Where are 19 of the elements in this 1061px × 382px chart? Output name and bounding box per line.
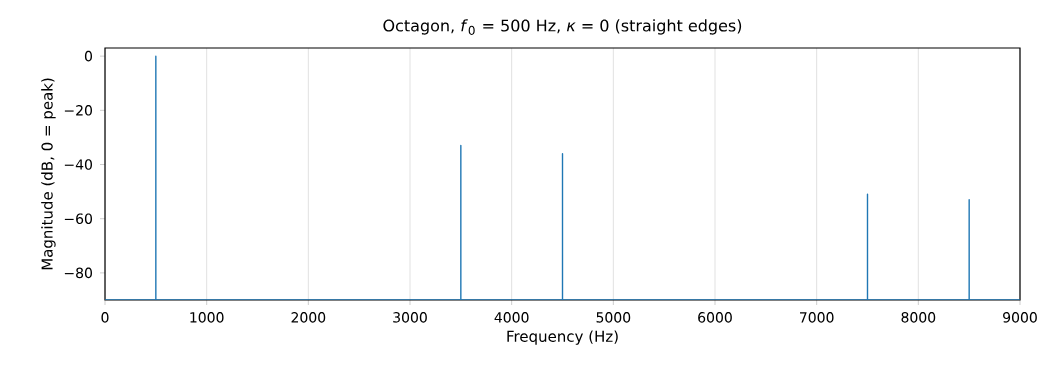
x-tick-label: 7000 bbox=[800, 312, 834, 323]
y-tick-label: −20 bbox=[64, 105, 92, 116]
x-tick-label: 8000 bbox=[901, 312, 936, 323]
x-axis-title: Frequency (Hz) bbox=[507, 330, 618, 345]
x-tick-label: 4000 bbox=[494, 312, 529, 323]
x-tick-label: 6000 bbox=[698, 312, 732, 323]
x-tick-label: 5000 bbox=[596, 312, 631, 323]
y-tick-label: 0 bbox=[84, 50, 92, 62]
x-tick-label: 9000 bbox=[1003, 312, 1037, 323]
line-series bbox=[105, 55, 1020, 300]
x-tick-label: 3000 bbox=[393, 312, 427, 323]
x-tick-label: 0 bbox=[101, 312, 109, 323]
y-axis-title: Magnitude (dB, 0 = peak) bbox=[41, 78, 56, 270]
y-tick-label: −60 bbox=[64, 213, 92, 224]
chart-title: Octagon, f$_{0}$ = 500 Hz, κ = 0 (straight edges) bbox=[383, 19, 742, 35]
x-tick-label: 1000 bbox=[190, 312, 224, 323]
y-tick-label: −80 bbox=[64, 267, 92, 279]
x-tick-label: 2000 bbox=[291, 312, 326, 323]
y-tick-label: −40 bbox=[64, 159, 92, 170]
